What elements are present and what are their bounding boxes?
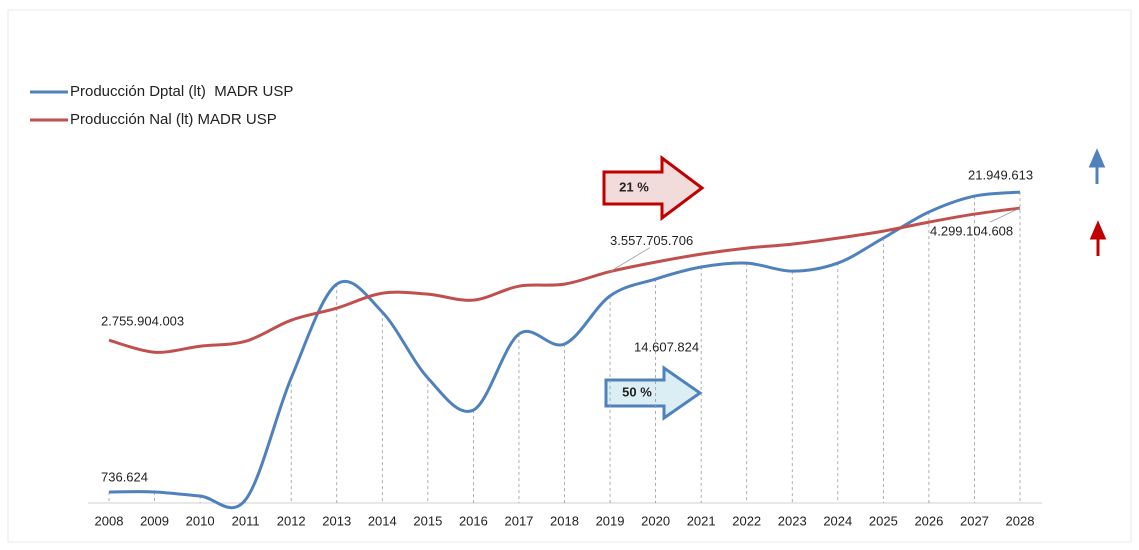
series-line <box>108 206 1021 354</box>
x-tick-label: 2024 <box>823 513 852 528</box>
data-label: 14.607.824 <box>634 339 699 354</box>
x-tick-label: 2014 <box>368 513 397 528</box>
data-label: 2.755.904.003 <box>101 314 184 329</box>
legend-label: Producción Nal (lt) MADR USP <box>70 111 277 128</box>
x-tick-label: 2020 <box>641 513 670 528</box>
series-line <box>108 190 1021 510</box>
x-tick-label: 2026 <box>914 513 943 528</box>
leader-line <box>989 207 1021 223</box>
data-label: 736.624 <box>101 469 148 484</box>
data-label: 21.949.613 <box>968 168 1033 183</box>
annotation: 50 % <box>622 384 652 399</box>
data-label: 4.299.104.608 <box>930 224 1013 239</box>
x-tick-label: 2012 <box>277 513 306 528</box>
up-arrows <box>1088 148 1107 256</box>
x-tick-label: 2022 <box>732 513 761 528</box>
data-label: 3.557.705.706 <box>610 233 693 248</box>
x-tick-label: 2009 <box>140 513 169 528</box>
x-tick-label: 2015 <box>413 513 442 528</box>
arrow <box>604 365 703 421</box>
leader-line <box>609 247 651 272</box>
x-tick-label: 2008 <box>95 513 124 528</box>
x-tick-label: 2023 <box>778 513 807 528</box>
x-tick-label: 2027 <box>960 513 989 528</box>
up-arrow <box>1089 220 1107 256</box>
x-tick-label: 2013 <box>322 513 351 528</box>
annotation-blue: 50 % <box>604 365 703 421</box>
x-tick-label: 2021 <box>687 513 716 528</box>
annotation: 21 % <box>619 179 649 194</box>
x-tick-label: 2028 <box>1006 513 1035 528</box>
x-tick-label: 2025 <box>869 513 898 528</box>
annotation-red: 21 % <box>602 155 705 221</box>
x-tick-label: 2019 <box>596 513 625 528</box>
x-tick-label: 2017 <box>504 513 533 528</box>
x-tick-label: 2010 <box>186 513 215 528</box>
up-arrow <box>1088 148 1106 184</box>
x-tick-label: 2011 <box>232 513 260 528</box>
chart-frame <box>7 9 1132 543</box>
x-tick-label: 2018 <box>550 513 579 528</box>
arrow <box>602 155 705 221</box>
legend-label: Producción Dptal (lt) MADR USP <box>70 83 293 100</box>
x-tick-label: 2016 <box>459 513 488 528</box>
